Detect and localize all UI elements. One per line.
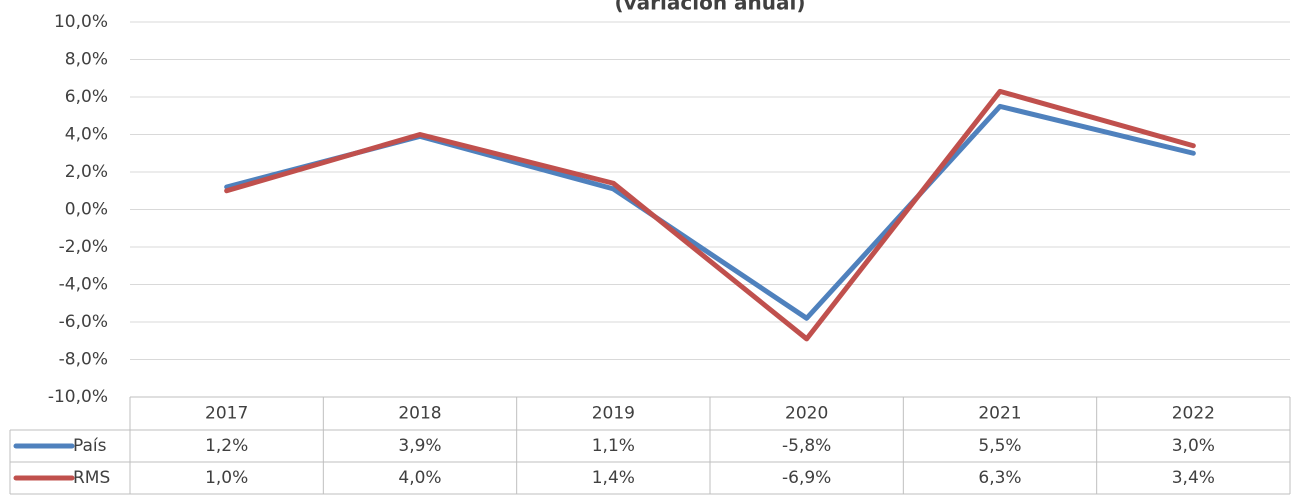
- table-value: 3,9%: [398, 436, 441, 456]
- y-tick-label: -10,0%: [48, 387, 108, 407]
- x-tick-label: 2021: [978, 404, 1021, 424]
- y-tick-label: 8,0%: [65, 50, 108, 70]
- y-tick-label: -2,0%: [59, 237, 108, 257]
- x-tick-label: 2020: [785, 404, 828, 424]
- y-tick-label: 0,0%: [65, 200, 108, 220]
- table-value: -6,9%: [782, 468, 831, 488]
- x-tick-label: 2018: [398, 404, 441, 424]
- series-line: [224, 88, 1196, 342]
- y-tick-label: -8,0%: [59, 350, 108, 370]
- series-line: [224, 103, 1196, 321]
- x-tick-label: 2022: [1172, 404, 1215, 424]
- table-value: 3,0%: [1172, 436, 1215, 456]
- legend-label: País: [73, 436, 107, 456]
- y-tick-label: 2,0%: [65, 162, 108, 182]
- table-value: 1,4%: [592, 468, 635, 488]
- y-tick-label: -6,0%: [59, 312, 108, 332]
- table-value: 1,2%: [205, 436, 248, 456]
- chart-title: (variación anual): [614, 0, 805, 15]
- y-tick-label: 10,0%: [54, 12, 108, 32]
- table-value: -5,8%: [782, 436, 831, 456]
- table-value: 3,4%: [1172, 468, 1215, 488]
- legend-label: RMS: [73, 468, 110, 488]
- table-value: 1,0%: [205, 468, 248, 488]
- y-tick-label: 4,0%: [65, 125, 108, 145]
- table-value: 6,3%: [978, 468, 1021, 488]
- table-value: 1,1%: [592, 436, 635, 456]
- table-value: 5,5%: [978, 436, 1021, 456]
- x-tick-label: 2019: [592, 404, 635, 424]
- y-tick-label: -4,0%: [59, 275, 108, 295]
- y-tick-label: 6,0%: [65, 87, 108, 107]
- table-value: 4,0%: [398, 468, 441, 488]
- x-tick-label: 2017: [205, 404, 248, 424]
